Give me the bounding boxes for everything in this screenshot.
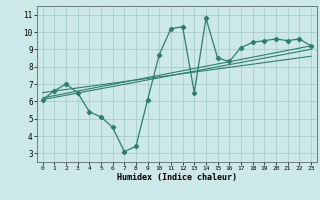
X-axis label: Humidex (Indice chaleur): Humidex (Indice chaleur)	[117, 173, 237, 182]
